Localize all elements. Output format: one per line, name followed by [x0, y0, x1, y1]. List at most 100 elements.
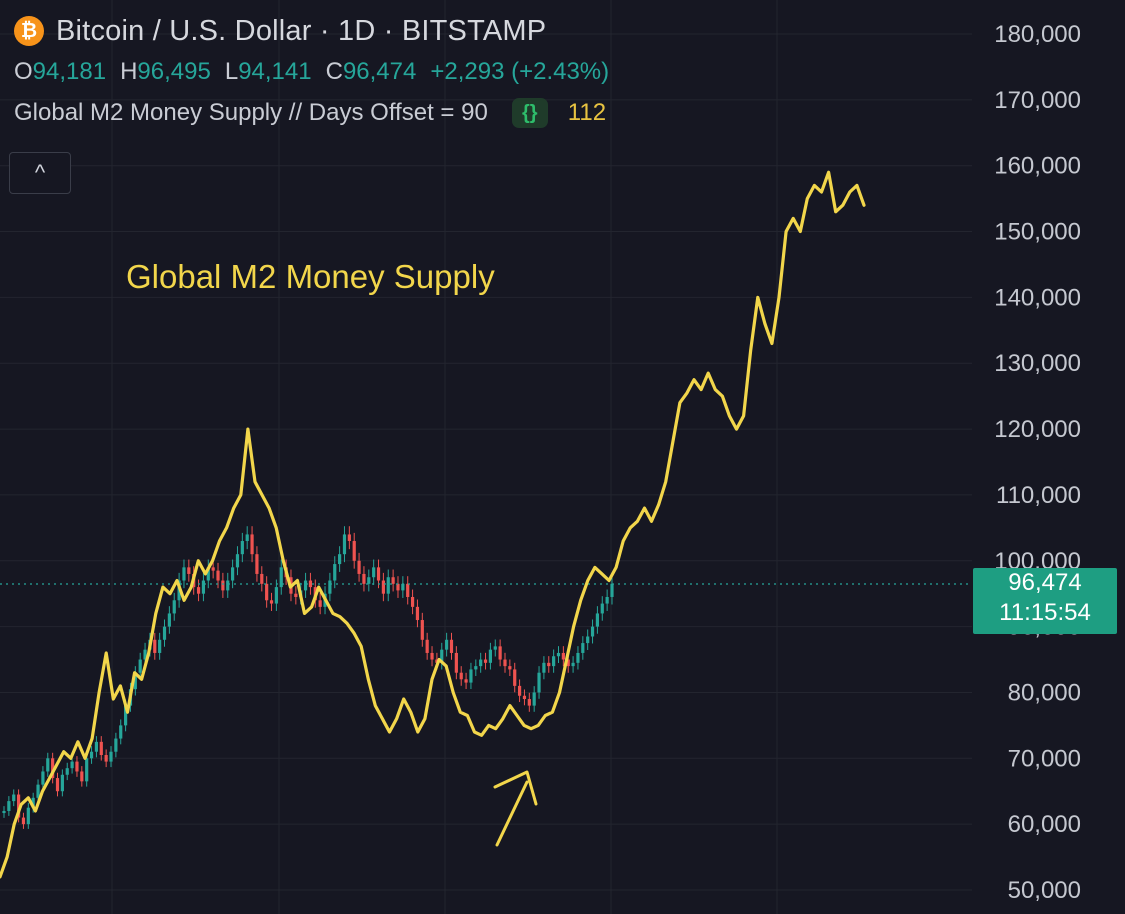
- candle-body: [265, 583, 269, 601]
- candle-body: [610, 583, 614, 597]
- candle-body: [517, 685, 522, 696]
- candle-body: [449, 639, 454, 653]
- candle-body: [381, 580, 385, 594]
- candle-body: [338, 554, 342, 565]
- candle-body: [581, 643, 585, 653]
- candle-body: [89, 751, 94, 759]
- indicator-value: 112: [567, 99, 607, 126]
- candle-body: [576, 652, 580, 663]
- close-value: 96,474: [342, 58, 417, 85]
- indicator-row[interactable]: Global M2 Money Supply // Days Offset = …: [14, 98, 609, 128]
- m2-annotation-label: Global M2 Money Supply: [126, 258, 495, 295]
- candle-body: [430, 652, 434, 660]
- candle-body: [372, 567, 376, 578]
- annotation-arrow-icon: [493, 770, 538, 847]
- candle-body: [556, 652, 561, 657]
- candle-body: [138, 659, 142, 673]
- candle-body: [269, 600, 274, 604]
- chevron-up-icon: ^: [34, 160, 46, 185]
- candle-body: [162, 626, 167, 640]
- candle-body: [104, 755, 108, 762]
- candle-body: [75, 761, 79, 772]
- candle-body: [552, 656, 556, 667]
- candle-body: [279, 567, 283, 588]
- candle-body: [406, 583, 410, 597]
- candle-body: [294, 593, 298, 597]
- symbol-title[interactable]: Bitcoin / U.S. Dollar · 1D · BITSTAMP: [56, 14, 547, 47]
- low-label: L: [224, 58, 239, 85]
- y-tick-label: 50,000: [1008, 877, 1081, 904]
- candle-body: [60, 774, 64, 792]
- y-tick-label: 150,000: [994, 219, 1081, 246]
- candle-body: [70, 761, 74, 769]
- candle-body: [143, 649, 147, 660]
- candle-body: [566, 659, 570, 667]
- candle-body: [600, 603, 604, 614]
- ohlc-values: O94,181 H96,495 L94,141 C96,474 +2,293 (…: [14, 58, 609, 86]
- candle-body: [167, 613, 171, 627]
- candle-body: [376, 567, 381, 581]
- candle-body: [187, 567, 191, 574]
- candle-body: [114, 738, 118, 752]
- candle-body: [342, 534, 347, 555]
- candle-body: [420, 620, 424, 640]
- y-tick-label: 70,000: [1008, 745, 1081, 772]
- candle-body: [7, 801, 11, 811]
- candle-body: [595, 613, 600, 627]
- candle-body: [206, 567, 210, 581]
- candle-body: [479, 659, 483, 667]
- candle-body: [221, 580, 225, 591]
- chart-grid: [0, 0, 972, 914]
- candle-body: [216, 570, 220, 581]
- open-label: O: [14, 58, 33, 85]
- braces-icon[interactable]: {}: [511, 98, 548, 128]
- candle-body: [396, 583, 400, 591]
- candle-body: [85, 758, 89, 782]
- candle-body: [547, 662, 551, 667]
- candle-body: [493, 646, 497, 650]
- candle-body: [31, 797, 35, 808]
- high-value: 96,495: [137, 58, 211, 85]
- candle-body: [454, 652, 458, 673]
- candle-body: [605, 596, 609, 604]
- collapse-legend-button[interactable]: ^: [9, 152, 71, 194]
- y-tick-label: 120,000: [994, 416, 1081, 443]
- candle-body: [124, 705, 128, 726]
- candle-body: [352, 541, 356, 561]
- candle-body: [440, 649, 444, 663]
- candle-body: [590, 626, 595, 637]
- close-label: C: [325, 58, 343, 85]
- candle-body: [26, 807, 30, 825]
- candle-body: [357, 560, 361, 574]
- candle-body: [133, 672, 137, 690]
- y-axis: 180,000 170,000 160,000 150,000 140,000 130,0…: [994, 21, 1081, 904]
- y-tick-label: 60,000: [1008, 811, 1081, 838]
- candle-body: [196, 587, 201, 594]
- candle-body: [99, 741, 103, 756]
- low-value: 94,141: [238, 58, 312, 85]
- y-tick-label: 180,000: [994, 21, 1081, 48]
- candle-body: [459, 672, 463, 680]
- candle-body: [347, 534, 351, 542]
- indicator-name[interactable]: Global M2 Money Supply // Days Offset = …: [14, 99, 488, 126]
- candle-body: [586, 636, 590, 644]
- candle-body: [2, 810, 6, 814]
- candle-body: [255, 554, 259, 574]
- candle-body: [201, 580, 206, 594]
- candle-body: [542, 662, 546, 673]
- candle-body: [80, 771, 84, 782]
- symbol-title-row: ₿ Bitcoin / U.S. Dollar · 1D · BITSTAMP: [14, 12, 609, 50]
- candle-body: [391, 577, 395, 584]
- candle-body: [513, 669, 517, 686]
- candle-body: [303, 580, 308, 591]
- candle-body: [308, 580, 313, 588]
- candle-body: [172, 600, 176, 614]
- candle-body: [469, 669, 473, 683]
- last-price-tag: 96,474 11:15:54: [973, 568, 1117, 634]
- candle-body: [561, 652, 565, 660]
- candle-body: [250, 534, 254, 555]
- candle-body: [527, 699, 531, 706]
- candle-body: [153, 639, 157, 653]
- candle-body: [537, 672, 541, 693]
